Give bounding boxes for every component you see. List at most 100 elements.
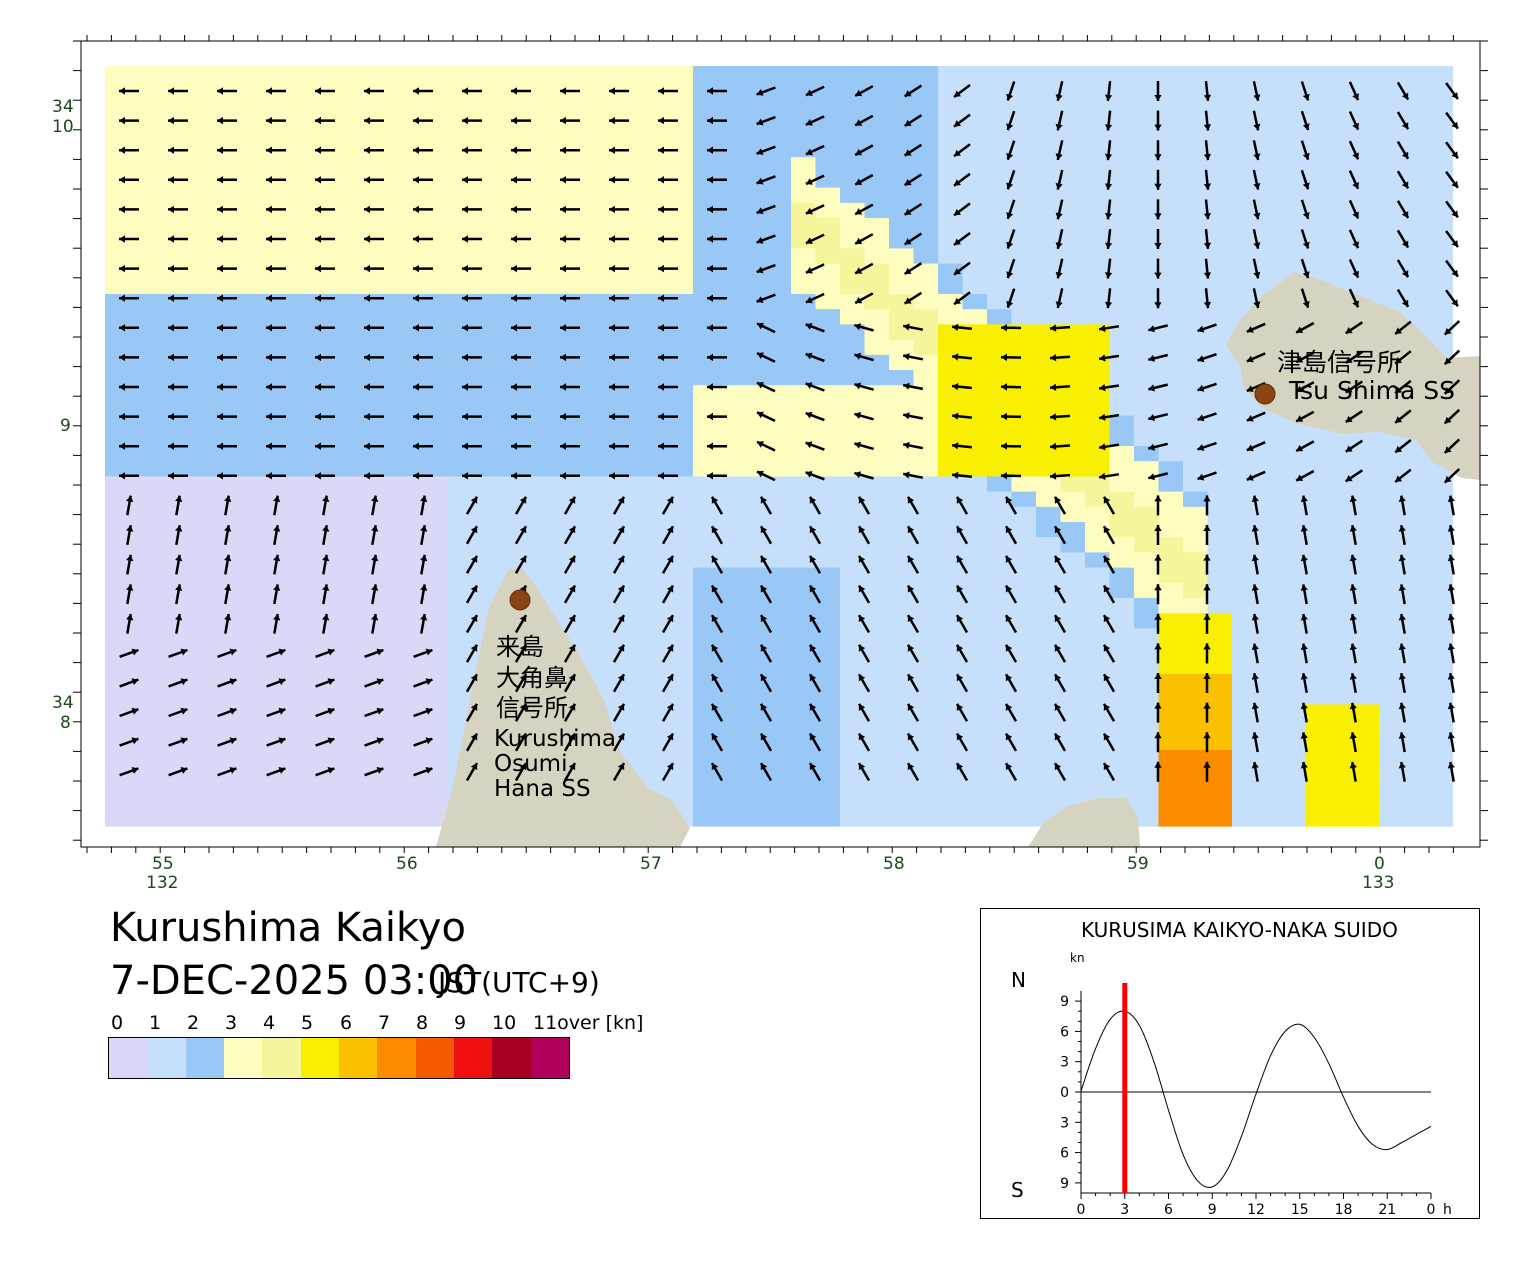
- speed-cell: [1183, 248, 1209, 265]
- speed-cell: [570, 552, 596, 569]
- speed-cell: [178, 309, 204, 325]
- speed-cell: [570, 96, 596, 113]
- current-arrow: [1104, 228, 1113, 250]
- speed-cell: [1158, 66, 1184, 82]
- speed-cell: [154, 567, 180, 584]
- current-arrow: [805, 263, 825, 274]
- south-island: [1028, 798, 1140, 847]
- speed-cell: [840, 263, 866, 280]
- speed-cell: [350, 506, 376, 523]
- speed-cell: [840, 476, 866, 493]
- speed-cell: [227, 202, 253, 219]
- speed-cell: [1011, 810, 1037, 827]
- speed-cell: [717, 430, 743, 447]
- current-arrow: [805, 144, 825, 156]
- speed-cell: [423, 567, 449, 584]
- speed-cell: [105, 795, 131, 812]
- current-arrow: [707, 87, 727, 95]
- speed-cell: [154, 96, 180, 113]
- speed-cell: [1428, 552, 1454, 569]
- legend-label: 4: [263, 1012, 276, 1034]
- speed-cell: [938, 126, 964, 143]
- speed-cell: [1109, 263, 1135, 280]
- speed-cell: [1305, 567, 1331, 584]
- speed-cell: [1305, 810, 1331, 827]
- current-arrow: [413, 264, 433, 273]
- speed-cell: [668, 537, 694, 553]
- speed-cell: [1158, 111, 1184, 128]
- speed-cell: [521, 218, 547, 234]
- speed-cell: [1256, 765, 1282, 781]
- speed-cell: [227, 339, 253, 356]
- current-arrow: [1246, 322, 1266, 333]
- current-arrow: [1154, 81, 1162, 101]
- speed-cell: [1183, 263, 1209, 280]
- speed-cell: [252, 613, 278, 629]
- speed-cell: [1109, 218, 1135, 234]
- speed-cell: [1134, 704, 1160, 721]
- speed-cell: [325, 415, 351, 432]
- speed-cell: [1379, 658, 1405, 675]
- speed-cell: [129, 370, 155, 386]
- speed-cell: [766, 491, 792, 508]
- speed-cell: [1207, 795, 1233, 812]
- speed-cell: [717, 157, 743, 173]
- speed-cell: [619, 339, 645, 356]
- speed-cell: [227, 66, 253, 82]
- speed-cell: [1354, 765, 1380, 781]
- speed-cell: [325, 218, 351, 234]
- speed-cell: [1305, 491, 1331, 508]
- speed-cell: [864, 476, 890, 493]
- speed-cell: [546, 537, 572, 553]
- speed-cell: [374, 142, 400, 158]
- speed-cell: [1183, 233, 1209, 249]
- speed-cell: [227, 658, 253, 675]
- speed-cell: [1379, 202, 1405, 219]
- speed-cell: [840, 66, 866, 82]
- speed-cell: [1134, 187, 1160, 204]
- current-arrow: [1154, 169, 1162, 190]
- speed-cell: [546, 582, 572, 599]
- speed-cell: [962, 643, 988, 660]
- current-arrow: [1006, 81, 1016, 101]
- speed-cell: [203, 567, 229, 584]
- speed-cell: [717, 567, 743, 584]
- speed-cell: [203, 400, 229, 417]
- speed-cell: [1305, 506, 1331, 523]
- speed-cell: [154, 522, 180, 538]
- speed-cell: [497, 172, 523, 189]
- speed-cell: [1158, 309, 1184, 325]
- speed-cell: [766, 430, 792, 447]
- speed-cell: [129, 294, 155, 310]
- speed-cell: [668, 750, 694, 766]
- speed-cell: [644, 415, 670, 432]
- speed-cell: [154, 294, 180, 310]
- speed-cell: [399, 734, 425, 751]
- speed-cell: [1183, 522, 1209, 538]
- speed-cell: [350, 294, 376, 310]
- speed-cell: [1060, 537, 1086, 553]
- speed-cell: [668, 765, 694, 781]
- current-arrow: [119, 205, 139, 214]
- tsushima-island: [1226, 272, 1480, 480]
- speed-cell: [1060, 704, 1086, 721]
- speed-cell: [521, 370, 547, 386]
- speed-cell: [619, 294, 645, 310]
- speed-cell: [595, 278, 621, 295]
- speed-cell: [1207, 324, 1233, 341]
- speed-cell: [913, 157, 939, 173]
- speed-cell: [325, 628, 351, 645]
- speed-cell: [913, 522, 939, 538]
- current-arrow: [903, 173, 923, 187]
- speed-cell: [913, 810, 939, 827]
- current-arrow: [315, 264, 335, 273]
- speed-cell: [1036, 704, 1062, 721]
- speed-cell: [325, 142, 351, 158]
- speed-cell: [693, 202, 719, 219]
- speed-cell: [938, 248, 964, 265]
- speed-cell: [129, 415, 155, 432]
- speed-cell: [668, 339, 694, 356]
- current-arrow: [1203, 140, 1212, 161]
- speed-cell: [472, 66, 498, 82]
- speed-cell: [619, 81, 645, 97]
